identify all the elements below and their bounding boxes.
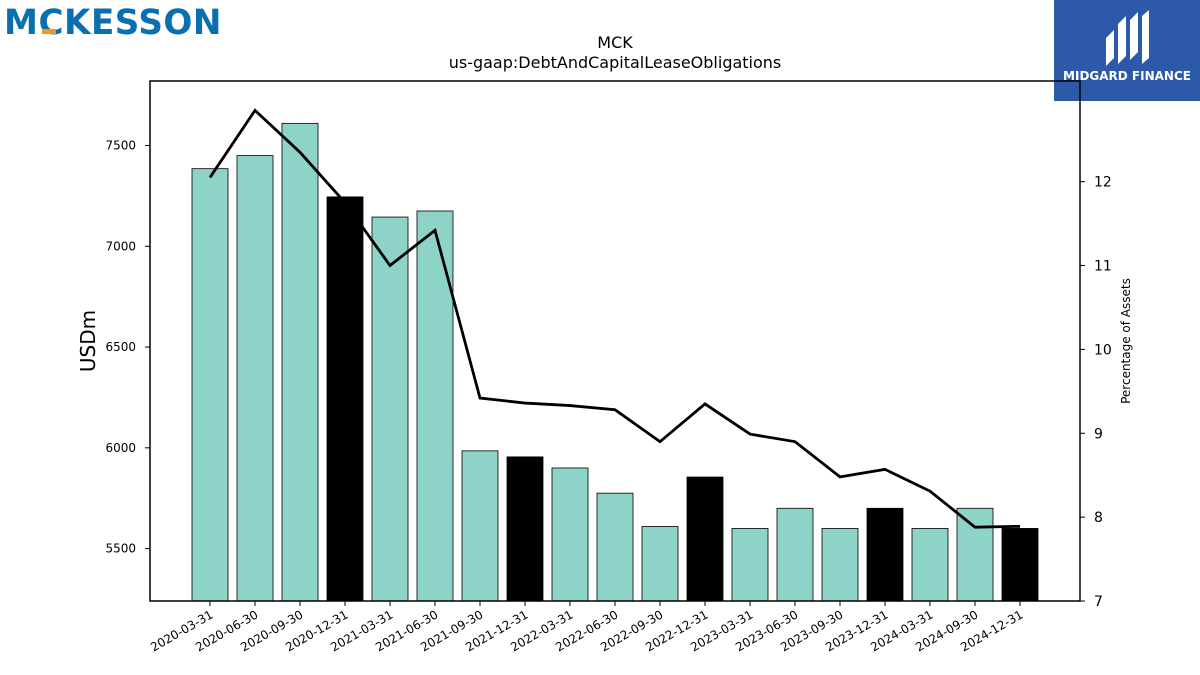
percent-line-series [208, 108, 1021, 529]
y2-tick-label: 12 [1094, 175, 1112, 191]
y-tick-label: 7500 [105, 138, 136, 152]
midgard-finance-logo: MIDGARD FINANCE [1054, 0, 1200, 101]
chart-subtitle: us-gaap:DebtAndCapitalLeaseObligations [449, 53, 782, 72]
bar-2024-03-31 [911, 528, 949, 602]
bar-2022-03-31 [551, 467, 589, 602]
y2-tick-label: 7 [1094, 594, 1103, 610]
midgard-finance-label: MIDGARD FINANCE [1063, 69, 1191, 83]
y-tick-label: 6000 [105, 441, 136, 455]
bar-2020-09-30 [281, 122, 319, 602]
bar-2022-06-30 [596, 492, 634, 602]
y-tick-label: 6500 [105, 340, 136, 354]
bar-2023-03-31 [731, 528, 769, 602]
mckesson-logo-text: MCKESSON [4, 3, 222, 42]
y2-tick-label: 11 [1094, 259, 1112, 275]
bar-2024-09-30 [956, 507, 994, 602]
chart-title: MCK [597, 33, 633, 52]
y2-tick-label: 9 [1094, 426, 1103, 442]
bar-2021-03-31 [371, 216, 409, 602]
bar-2021-09-30 [461, 450, 499, 602]
y-tick-label: 5500 [105, 542, 136, 556]
bar-2024-12-31 [1001, 528, 1039, 602]
mckesson-logo: MCKESSON [4, 2, 226, 51]
bar-2020-12-31 [326, 196, 364, 602]
bar-2023-09-30 [821, 528, 859, 602]
y2-axis-label: Percentage of Assets [1119, 278, 1133, 404]
bar-2021-12-31 [506, 456, 544, 602]
mckesson-logo-accent [42, 29, 56, 34]
y-axis-label: USDm [76, 310, 100, 372]
midgard-emblem-icon [1106, 10, 1149, 66]
bar-2022-09-30 [641, 526, 679, 602]
y2-tick-label: 10 [1094, 342, 1112, 358]
y2-tick-label: 8 [1094, 510, 1103, 526]
bar-2023-06-30 [776, 507, 814, 602]
bar-2023-12-31 [866, 507, 904, 602]
bar-series [191, 122, 1039, 602]
bar-2022-12-31 [686, 476, 724, 602]
bar-2021-06-30 [416, 210, 454, 602]
y-tick-label: 7000 [105, 239, 136, 253]
bar-2020-03-31 [191, 168, 229, 602]
bar-2020-06-30 [236, 155, 274, 602]
